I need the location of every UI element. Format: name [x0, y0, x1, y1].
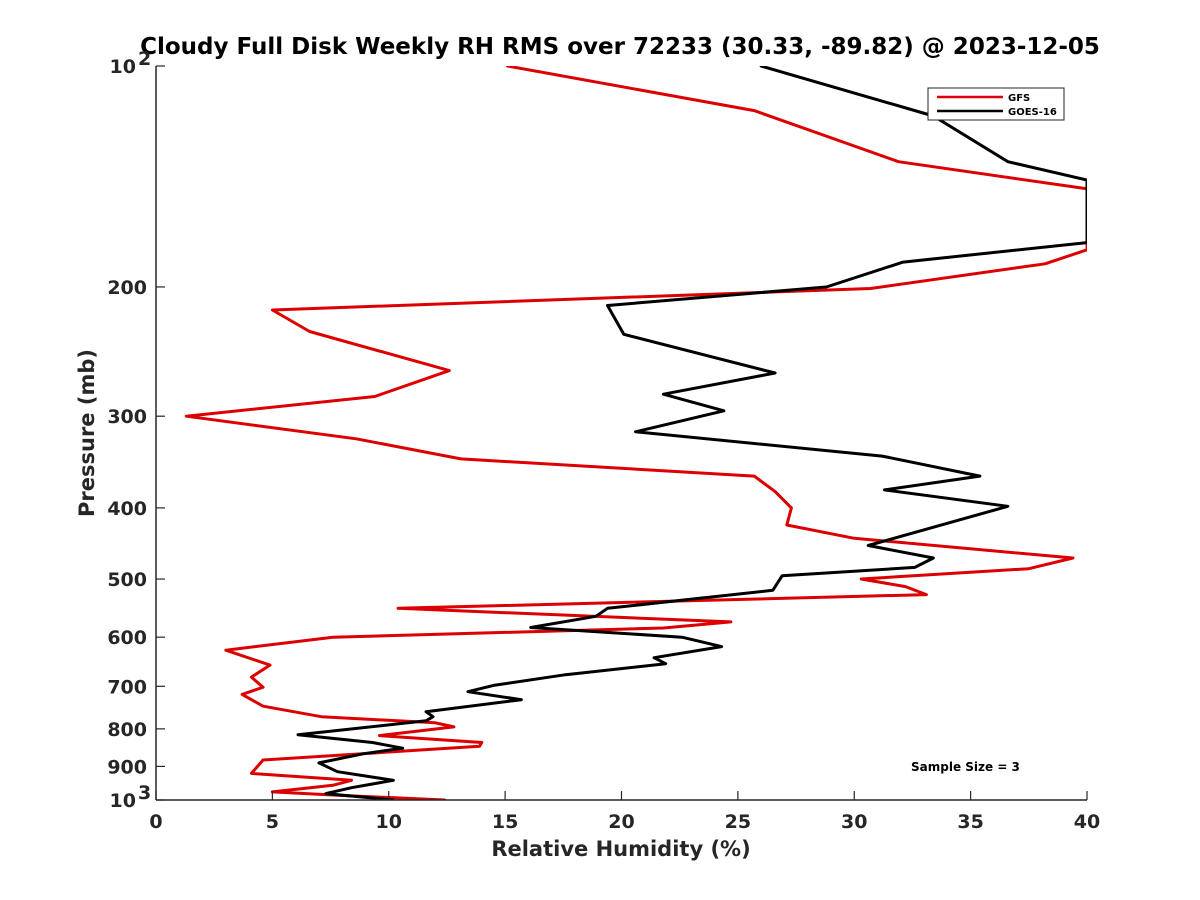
x-tick-label: 5 [266, 811, 279, 833]
y-tick-label: 300 [107, 406, 147, 428]
y-tick-label: 700 [107, 676, 147, 698]
y-axis-label: Pressure (mb) [75, 349, 99, 517]
x-tick-label: 30 [841, 811, 867, 833]
y-tick-label: 200 [107, 277, 147, 299]
legend: GFS GOES-16 [927, 87, 1065, 121]
y-tick-label: 400 [107, 498, 147, 520]
series-layer [184, 66, 1087, 800]
x-tick-label: 0 [149, 811, 162, 833]
x-tick-label: 15 [492, 811, 518, 833]
series-line-gfs [184, 66, 1087, 800]
series-line-goes16 [296, 66, 1087, 800]
y-tick-exponent: 2 [138, 48, 151, 70]
y-tick-label: 600 [107, 627, 147, 649]
legend-label-gfs: GFS [1008, 93, 1030, 104]
y-tick-label: 800 [107, 719, 147, 741]
x-tick-label: 10 [376, 811, 402, 833]
y-tick-exponent: 3 [138, 782, 151, 804]
x-tick-label: 20 [608, 811, 634, 833]
sample-size-annotation: Sample Size = 3 [911, 760, 1020, 774]
y-tick-label: 10 [110, 790, 136, 812]
legend-label-goes16: GOES-16 [1008, 107, 1057, 118]
x-axis-label: Relative Humidity (%) [491, 837, 750, 861]
chart-title: Cloudy Full Disk Weekly RH RMS over 7223… [140, 34, 1100, 60]
x-tick-label: 40 [1074, 811, 1100, 833]
legend-box [927, 87, 1065, 121]
x-tick-label: 25 [725, 811, 751, 833]
y-tick-label: 900 [107, 756, 147, 778]
y-tick-label: 500 [107, 569, 147, 591]
y-tick-label: 10 [110, 56, 136, 78]
x-ticks: 0 5 10 15 20 25 30 35 40 [149, 791, 1100, 833]
x-tick-label: 35 [957, 811, 983, 833]
